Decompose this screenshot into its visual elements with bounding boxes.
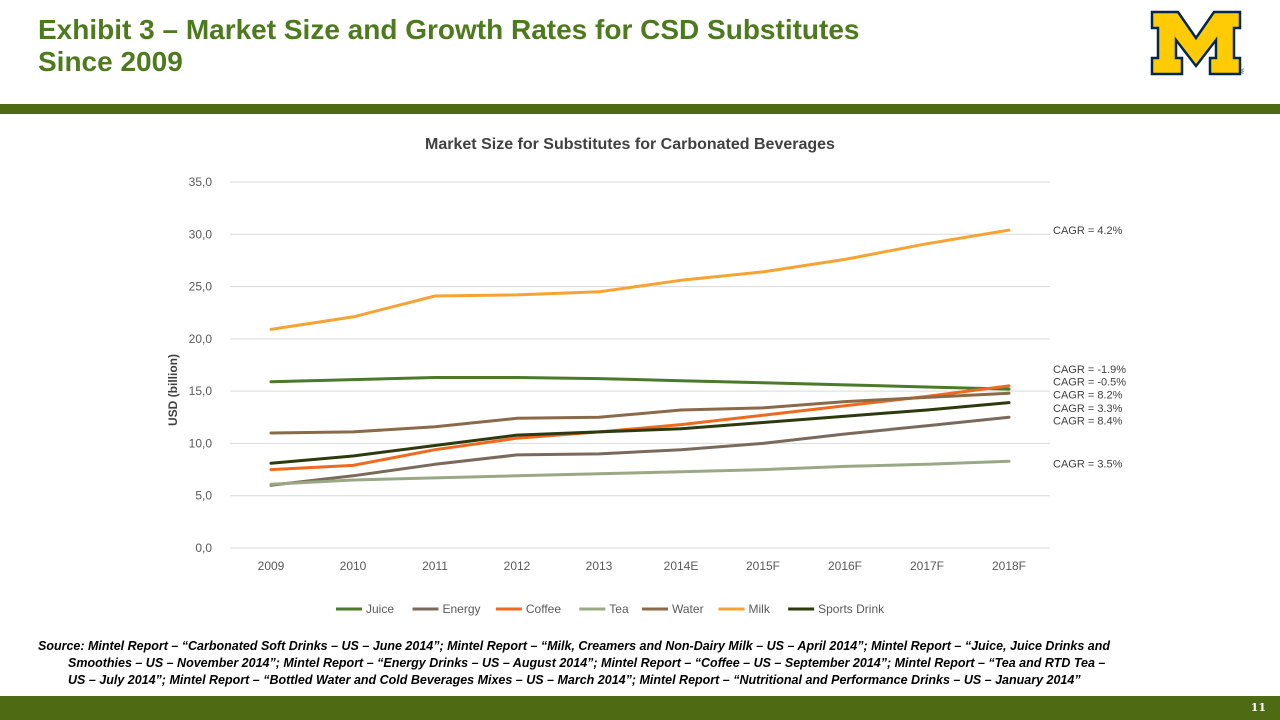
cagr-label: CAGR = 8.4% xyxy=(1053,415,1123,427)
legend-item-energy: Energy xyxy=(412,602,481,616)
legend-item-juice: Juice xyxy=(336,602,394,616)
series-line-energy xyxy=(269,415,1011,487)
x-tick-label: 2016F xyxy=(828,559,862,573)
cagr-label: CAGR = 3.3% xyxy=(1053,403,1123,415)
y-tick-label: 5,0 xyxy=(195,489,212,503)
x-tick-label: 2009 xyxy=(258,559,285,573)
x-axis-ticks: 2009 2010 2011 2012 2013 2014E 2015F 2016F 2017F… xyxy=(258,559,1026,573)
legend-label: Tea xyxy=(609,602,629,616)
source-line-3: US – July 2014”; Mintel Report – “Bottle… xyxy=(68,673,1081,687)
series-line-water xyxy=(269,391,1011,435)
source-note: Source: Mintel Report – “Carbonated Soft… xyxy=(38,638,1270,689)
source-line-2: Smoothies – US – November 2014”; Mintel … xyxy=(68,656,1106,670)
cagr-label: CAGR = 3.5% xyxy=(1053,458,1123,470)
series-line-sports-drink xyxy=(269,401,1011,465)
legend-item-water: Water xyxy=(642,602,704,616)
x-tick-label: 2011 xyxy=(422,559,448,573)
market-size-line-chart: Market Size for Substitutes for Carbonat… xyxy=(166,136,1126,616)
y-axis-ticks: 0,0 5,0 10,0 15,0 20,0 25,0 30,0 35,0 xyxy=(189,175,213,555)
x-tick-label: 2018F xyxy=(992,559,1026,573)
chart-title: Market Size for Substitutes for Carbonat… xyxy=(425,136,835,153)
x-tick-label: 2014E xyxy=(664,559,699,573)
x-tick-label: 2012 xyxy=(504,559,531,573)
chart-legend: Juice Energy Coffee Tea Water Milk Sports Drin… xyxy=(336,602,885,616)
series-line-coffee xyxy=(269,384,1011,472)
cagr-label: CAGR = 4.2% xyxy=(1053,225,1123,237)
page-title: Exhibit 3 – Market Size and Growth Rates… xyxy=(38,14,1118,78)
y-tick-label: 15,0 xyxy=(189,384,213,398)
svg-text:®: ® xyxy=(1241,68,1244,76)
series-line-tea xyxy=(269,459,1011,486)
x-tick-label: 2015F xyxy=(746,559,780,573)
series-lines xyxy=(269,228,1011,487)
y-tick-label: 30,0 xyxy=(189,227,213,241)
legend-item-coffee: Coffee xyxy=(495,602,561,616)
footer-bar: 11 xyxy=(0,696,1280,720)
y-tick-label: 10,0 xyxy=(189,436,213,450)
y-tick-label: 0,0 xyxy=(195,541,212,555)
series-line-juice xyxy=(269,376,1011,391)
legend-label: Juice xyxy=(366,602,394,616)
y-axis-label: USD (billion) xyxy=(166,354,180,426)
university-block-m-logo: ® xyxy=(1150,10,1244,76)
x-tick-label: 2013 xyxy=(586,559,613,573)
legend-label: Energy xyxy=(443,602,481,616)
y-tick-label: 35,0 xyxy=(189,175,213,189)
legend-item-milk: Milk xyxy=(718,602,771,616)
cagr-label: CAGR = -1.9% xyxy=(1053,364,1126,376)
cagr-annotations: CAGR = 4.2%CAGR = -1.9%CAGR = -0.5%CAGR … xyxy=(1053,225,1126,470)
legend-item-sports-drink: Sports Drink xyxy=(788,602,885,616)
legend-label: Sports Drink xyxy=(818,602,885,616)
y-tick-label: 25,0 xyxy=(189,280,213,294)
gridlines xyxy=(230,181,1050,549)
cagr-label: CAGR = -0.5% xyxy=(1053,377,1126,389)
source-line-1: Source: Mintel Report – “Carbonated Soft… xyxy=(38,639,1111,653)
legend-label: Coffee xyxy=(526,602,561,616)
legend-label: Milk xyxy=(749,602,771,616)
legend-item-tea: Tea xyxy=(579,602,629,616)
page-number: 11 xyxy=(1250,701,1266,714)
header-divider xyxy=(0,104,1280,114)
x-tick-label: 2010 xyxy=(340,559,367,573)
legend-label: Water xyxy=(672,602,704,616)
cagr-label: CAGR = 8.2% xyxy=(1053,389,1123,401)
page-title-line1: Exhibit 3 – Market Size and Growth Rates… xyxy=(38,14,860,45)
page-title-line2: Since 2009 xyxy=(38,46,183,77)
x-tick-label: 2017F xyxy=(910,559,944,573)
y-tick-label: 20,0 xyxy=(189,332,213,346)
series-line-milk xyxy=(269,228,1011,331)
